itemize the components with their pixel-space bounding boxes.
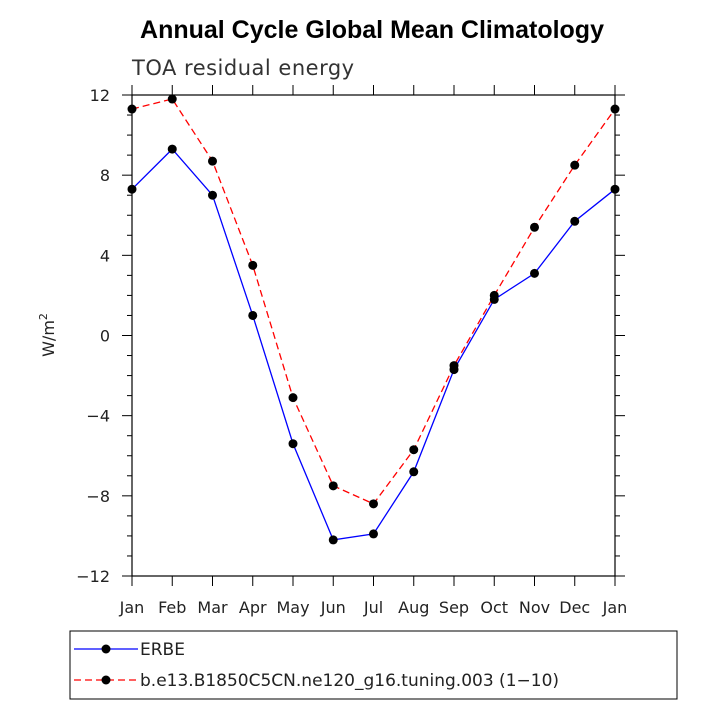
legend-box bbox=[69, 630, 678, 700]
x-tick-label: Apr bbox=[239, 598, 267, 617]
data-point-erbe bbox=[369, 529, 378, 539]
data-point-model bbox=[328, 481, 338, 491]
x-tick-label: Sep bbox=[439, 598, 469, 617]
data-point-model bbox=[530, 222, 539, 232]
legend-swatch-marker bbox=[101, 644, 111, 654]
x-tick-label: Oct bbox=[480, 598, 508, 617]
data-point-erbe bbox=[449, 365, 459, 375]
data-point-model bbox=[369, 499, 378, 509]
data-point-erbe bbox=[409, 467, 419, 477]
x-tick-label: Jan bbox=[602, 598, 628, 617]
data-point-erbe bbox=[208, 190, 217, 200]
y-axis-label-base: W/m bbox=[39, 320, 58, 357]
data-point-erbe bbox=[570, 216, 580, 226]
x-tick-label: Jun bbox=[320, 598, 346, 617]
series-line-erbe bbox=[131, 148, 616, 541]
data-point-model bbox=[127, 104, 137, 114]
x-tick-label: Dec bbox=[559, 598, 590, 617]
data-point-model bbox=[610, 104, 620, 114]
data-point-model bbox=[570, 160, 580, 170]
data-point-erbe bbox=[288, 439, 298, 449]
data-point-model bbox=[167, 94, 177, 104]
data-point-erbe bbox=[328, 535, 338, 545]
data-point-erbe bbox=[489, 294, 499, 304]
x-tick-label: Mar bbox=[197, 598, 228, 617]
y-tick-label: −12 bbox=[76, 567, 110, 586]
x-tick-label: Nov bbox=[519, 598, 550, 617]
legend-label: ERBE bbox=[140, 640, 185, 660]
chart-title: Annual Cycle Global Mean Climatology bbox=[140, 16, 604, 44]
series-line-model bbox=[131, 98, 616, 505]
x-tick-label: Feb bbox=[158, 598, 186, 617]
x-tick-label: Jul bbox=[363, 598, 383, 617]
y-tick-label: 8 bbox=[100, 166, 110, 185]
legend-swatch-marker bbox=[101, 675, 111, 685]
y-tick-label: −4 bbox=[86, 407, 110, 426]
data-point-model bbox=[288, 393, 298, 403]
y-tick-label: 12 bbox=[90, 86, 110, 105]
data-point-erbe bbox=[167, 144, 177, 154]
x-tick-label: Jan bbox=[119, 598, 145, 617]
data-point-erbe bbox=[248, 310, 258, 320]
chart-subtitle: TOA residual energy bbox=[131, 56, 355, 80]
x-tick-label: May bbox=[276, 598, 309, 617]
x-tick-label: Aug bbox=[398, 598, 429, 617]
data-point-erbe bbox=[127, 184, 137, 194]
y-axis-label: W/m2 bbox=[37, 313, 58, 357]
data-point-erbe bbox=[530, 268, 539, 278]
data-point-erbe bbox=[610, 184, 620, 194]
y-tick-label: −8 bbox=[86, 487, 110, 506]
y-axis-label-sup: 2 bbox=[37, 313, 50, 320]
y-tick-label: 0 bbox=[100, 327, 110, 346]
data-point-model bbox=[409, 445, 419, 455]
data-point-model bbox=[248, 260, 258, 270]
data-point-model bbox=[208, 156, 217, 166]
y-tick-label: 4 bbox=[100, 246, 110, 265]
legend-label: b.e13.B1850C5CN.ne120_g16.tuning.003 (1−… bbox=[140, 671, 559, 691]
